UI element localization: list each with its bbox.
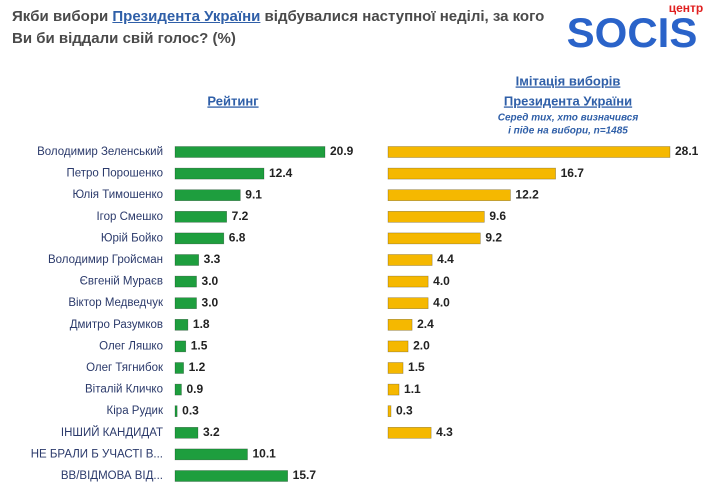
bar — [174, 318, 189, 331]
bar — [174, 362, 184, 374]
panel-title: Президента України — [504, 93, 632, 108]
category-label: Олег Ляшко — [99, 340, 163, 352]
panel-title: Імітація виборів — [516, 73, 621, 88]
bar — [387, 146, 671, 158]
value-label: 12.2 — [515, 187, 539, 201]
category-label: Ігор Смешко — [96, 211, 163, 223]
bar — [387, 383, 400, 396]
category-label: Дмитро Разумков — [70, 319, 163, 331]
value-label: 12.4 — [269, 166, 293, 180]
value-label: 1.2 — [189, 360, 206, 374]
category-label: Юлія Тимошенко — [72, 189, 163, 201]
bar — [387, 318, 413, 331]
bar — [174, 448, 248, 461]
value-label: 7.2 — [232, 209, 249, 223]
category-label: НЕ БРАЛИ Б УЧАСТІ В... — [31, 448, 163, 460]
bar — [387, 211, 485, 223]
bar — [174, 167, 265, 180]
value-label: 3.2 — [203, 425, 220, 439]
bar — [174, 254, 199, 266]
bar — [387, 254, 433, 266]
value-label: 0.3 — [396, 403, 413, 417]
value-label: 16.7 — [561, 166, 585, 180]
bar — [387, 362, 404, 374]
bar — [174, 232, 225, 245]
title-part: Президента України — [112, 8, 261, 25]
bar — [174, 426, 199, 439]
bar — [174, 189, 241, 201]
category-label: Петро Порошенко — [66, 168, 163, 180]
value-label: 9.2 — [485, 231, 502, 245]
bar — [387, 275, 429, 288]
title-part: відбувалися наступної неділі, за кого Ви… — [12, 8, 545, 47]
value-label: 4.3 — [436, 425, 453, 439]
logo: SOCIS — [567, 9, 698, 56]
bar — [174, 211, 227, 223]
title-part: Якби вибори — [12, 8, 113, 25]
category-label: Євгеній Мураєв — [80, 276, 163, 288]
category-label: Юрій Бойко — [101, 232, 163, 244]
title: Якби вибори Президента України відбували… — [12, 6, 552, 50]
panel-title: Рейтинг — [207, 93, 259, 108]
value-label: 28.1 — [675, 144, 699, 158]
logo-small: центр — [669, 1, 704, 15]
bar — [387, 167, 556, 180]
value-label: 2.0 — [413, 339, 430, 353]
category-label: Володимир Зеленський — [37, 146, 163, 158]
value-label: 3.0 — [202, 274, 219, 288]
bar — [387, 340, 409, 353]
bar — [174, 470, 288, 482]
value-label: 3.0 — [202, 295, 219, 309]
bar — [174, 405, 178, 418]
value-label: 4.0 — [433, 295, 450, 309]
bar — [387, 297, 429, 310]
bar — [174, 275, 197, 288]
value-label: 4.4 — [437, 252, 454, 266]
value-label: 15.7 — [293, 468, 317, 482]
value-label: 9.1 — [245, 187, 262, 201]
bar — [174, 340, 187, 353]
category-label: Володимир Гройсман — [48, 254, 163, 266]
value-label: 9.6 — [489, 209, 506, 223]
value-label: 3.3 — [204, 252, 221, 266]
category-label: ІНШИЙ КАНДИДАТ — [61, 426, 163, 439]
value-label: 0.3 — [182, 403, 199, 417]
bar — [174, 146, 326, 158]
value-label: 6.8 — [229, 231, 246, 245]
value-label: 4.0 — [433, 274, 450, 288]
bar — [387, 426, 432, 439]
value-label: 1.8 — [193, 317, 210, 331]
bar — [174, 297, 197, 310]
bar — [174, 383, 182, 396]
value-label: 2.4 — [417, 317, 434, 331]
category-label: ВВ/ВІДМОВА ВІД... — [61, 470, 163, 482]
value-label: 1.1 — [404, 382, 421, 396]
value-label: 20.9 — [330, 144, 354, 158]
value-label: 1.5 — [191, 339, 208, 353]
value-label: 1.5 — [408, 360, 425, 374]
bar — [387, 189, 511, 201]
category-label: Олег Тягнибок — [86, 362, 164, 374]
value-label: 10.1 — [252, 447, 276, 461]
panel-subtitle: і піде на вибори, n=1485 — [508, 125, 628, 137]
value-label: 0.9 — [186, 382, 203, 396]
panel-subtitle: Серед тих, хто визначився — [498, 113, 639, 124]
category-label: Кіра Рудик — [107, 405, 164, 417]
category-label: Віктор Медведчук — [68, 297, 164, 309]
category-label: Віталій Кличко — [85, 384, 163, 396]
bar — [387, 405, 392, 418]
bar — [387, 232, 481, 245]
